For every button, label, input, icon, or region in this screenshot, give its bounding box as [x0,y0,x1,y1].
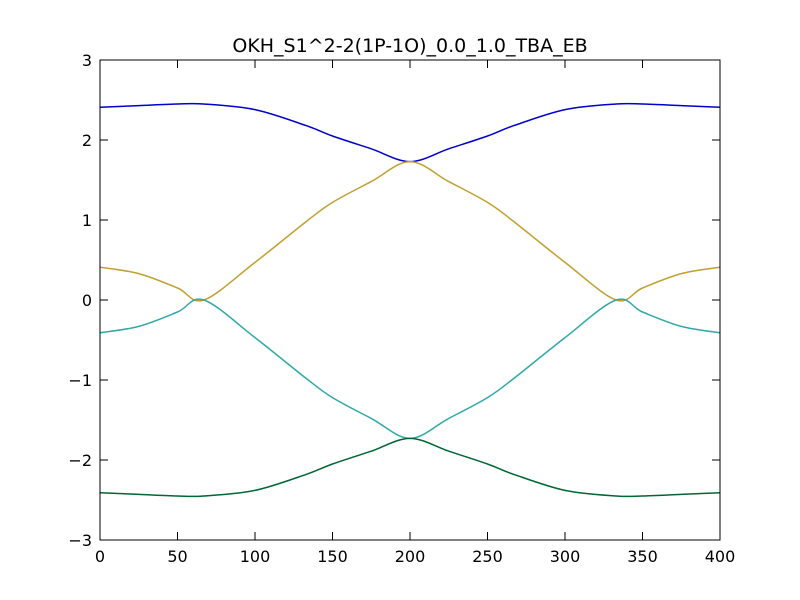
x-tick-label: 400 [705,547,736,566]
x-tick-label: 50 [167,547,187,566]
y-tick-label: 1 [82,211,92,230]
y-tick-label: 0 [82,291,92,310]
x-tick-label: 300 [550,547,581,566]
y-tick-label: −1 [68,371,92,390]
series-layer [99,102,721,498]
y-tick-label: 3 [82,51,92,70]
ticks-layer: 0 50 100 150 200 250 300 350 400 −3 −2 −1 0 1 2 3 [68,51,735,566]
x-tick-label: 0 [95,547,105,566]
y-tick-label: −3 [68,531,92,550]
y-tick-label: 2 [82,131,92,150]
series-line-2 [99,160,721,302]
x-tick-label: 350 [627,547,658,566]
x-tick-label: 100 [240,547,271,566]
series-line-4 [99,437,721,498]
x-tick-label: 150 [317,547,348,566]
x-tick-label: 200 [395,547,426,566]
chart-title: OKH_S1^2-2(1P-1O)_0.0_1.0_TBA_EB [232,35,587,57]
y-tick-label: −2 [68,451,92,470]
x-tick-label: 250 [472,547,503,566]
